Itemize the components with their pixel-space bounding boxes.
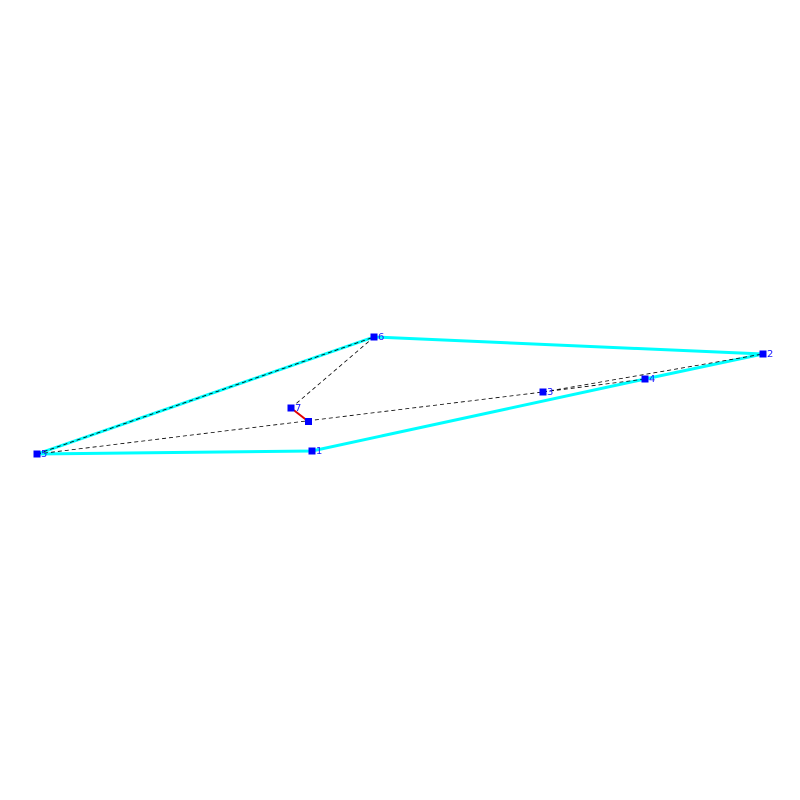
- node-label: 2: [767, 349, 773, 360]
- node: [287, 404, 295, 412]
- node-label: 6: [378, 332, 384, 343]
- dashed-edge: [36, 336, 375, 455]
- node: [305, 418, 312, 425]
- node: [539, 388, 547, 396]
- node: [759, 350, 767, 358]
- node-label: 3: [547, 387, 553, 398]
- dashed-edges: [36, 336, 764, 455]
- dashed-edge: [542, 378, 646, 393]
- node: [308, 447, 316, 455]
- node-label: 1: [316, 446, 322, 457]
- dashed-edge: [542, 353, 764, 393]
- node: [370, 333, 378, 341]
- dashed-edge: [290, 336, 375, 409]
- node: [641, 375, 649, 383]
- node-label: 5: [41, 449, 47, 460]
- node: [33, 450, 41, 458]
- node-label: 7: [295, 403, 301, 414]
- dashed-edge: [36, 391, 544, 455]
- node-label: 4: [649, 374, 655, 385]
